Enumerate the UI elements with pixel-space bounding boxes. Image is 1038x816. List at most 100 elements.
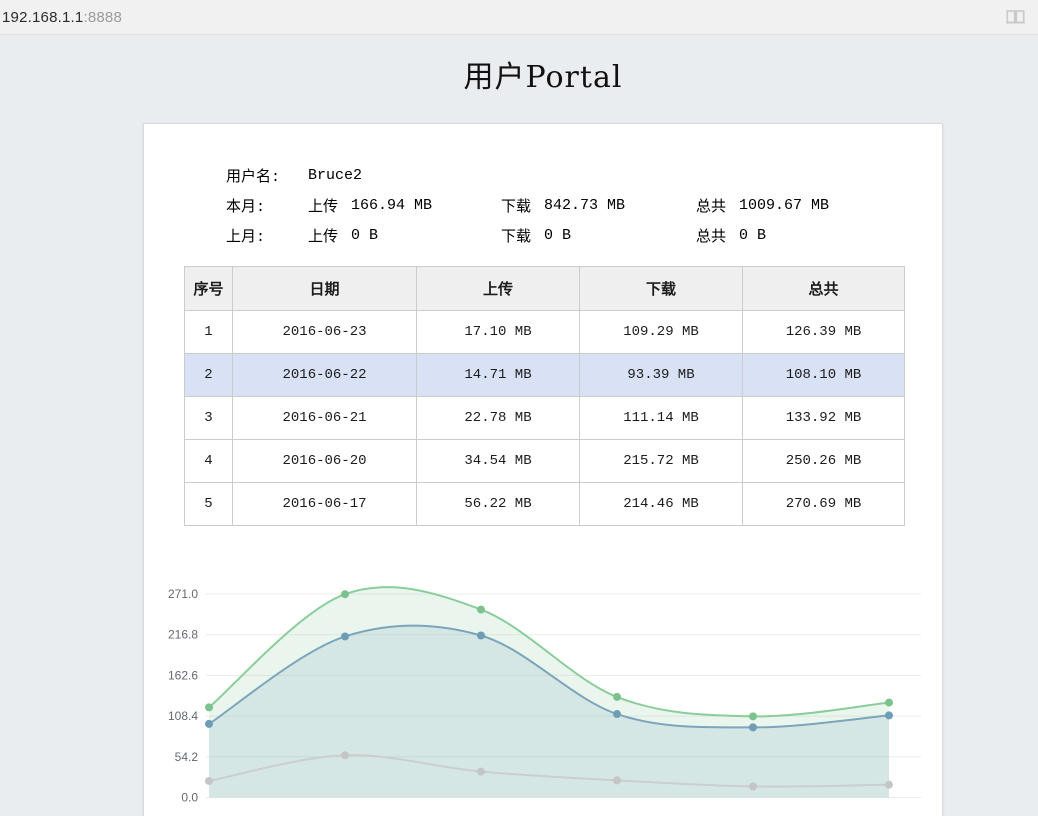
table-cell: 14.71 MB — [416, 353, 580, 397]
page-content: 用户Portal 用户名: Bruce2 本月: 上传 166.94 MB 下载… — [143, 52, 943, 816]
table-cell: 2016-06-20 — [232, 439, 417, 483]
y-axis-tick-label: 0.0 — [181, 791, 198, 805]
username-value: Bruce2 — [308, 166, 363, 184]
total-value: 0 B — [739, 226, 767, 244]
table-cell: 250.26 MB — [742, 439, 905, 483]
upload-label: 上传 — [308, 198, 339, 216]
table-cell: 126.39 MB — [742, 310, 905, 354]
data-point-上传[interactable] — [477, 767, 485, 776]
table-header-row: 序号 日期 上传 下载 总共 — [184, 266, 905, 311]
data-point-下载[interactable] — [749, 723, 757, 732]
table-row[interactable]: 3 2016-06-21 22.78 MB 111.14 MB 133.92 MB — [184, 396, 905, 440]
this-month-total: 总共 1009.67 MB — [696, 195, 829, 216]
data-point-下载[interactable] — [885, 711, 893, 720]
data-point-下载[interactable] — [477, 631, 485, 640]
upload-value: 166.94 MB — [351, 196, 433, 214]
table-cell: 2 — [184, 353, 233, 397]
download-value: 0 B — [544, 226, 572, 244]
series-line-下载 — [208, 624, 890, 729]
url-text[interactable]: 192.168.1.1:8888 — [2, 9, 122, 26]
this-month-download: 下载 842.73 MB — [501, 195, 696, 216]
table-cell: 5 — [184, 482, 233, 526]
data-point-上传[interactable] — [205, 776, 213, 785]
col-header-download: 下载 — [579, 266, 743, 311]
data-point-上传[interactable] — [613, 776, 621, 785]
upload-value: 0 B — [351, 226, 379, 244]
download-label: 下载 — [501, 228, 532, 246]
table-cell: 2016-06-22 — [232, 353, 417, 397]
series-line-总共 — [208, 586, 890, 718]
table-row[interactable]: 1 2016-06-23 17.10 MB 109.29 MB 126.39 MB — [184, 310, 905, 354]
col-header-date: 日期 — [232, 266, 417, 311]
col-header-total: 总共 — [742, 266, 905, 311]
table-cell: 22.78 MB — [416, 396, 580, 440]
data-point-下载[interactable] — [613, 710, 621, 719]
usage-table: 序号 日期 上传 下载 总共 1 2016-06-23 17.10 MB 109.29… — [184, 266, 905, 526]
last-month-upload: 上传 0 B — [308, 225, 501, 246]
total-label: 总共 — [696, 228, 727, 246]
last-month-label: 上月: — [226, 228, 266, 246]
table-cell: 3 — [184, 396, 233, 440]
data-point-下载[interactable] — [205, 719, 213, 728]
data-point-上传[interactable] — [749, 782, 757, 791]
table-cell: 111.14 MB — [579, 396, 743, 440]
account-summary: 用户名: Bruce2 本月: 上传 166.94 MB 下载 842.73 M… — [226, 160, 912, 250]
y-axis-tick-label: 108.4 — [168, 709, 198, 723]
table-cell: 2016-06-21 — [232, 396, 417, 440]
table-cell: 4 — [184, 439, 233, 483]
this-month-label: 本月: — [226, 198, 266, 216]
page-title: 用户Portal — [463, 60, 623, 95]
url-host: 192.168.1.1 — [2, 8, 84, 26]
table-cell: 56.22 MB — [416, 482, 580, 526]
data-point-总共[interactable] — [613, 692, 621, 701]
table-row[interactable]: 4 2016-06-20 34.54 MB 215.72 MB 250.26 MB — [184, 439, 905, 483]
table-cell: 133.92 MB — [742, 396, 905, 440]
url-port: :8888 — [83, 8, 122, 26]
this-month-upload: 上传 166.94 MB — [308, 195, 501, 216]
username-row: 用户名: Bruce2 — [226, 160, 912, 190]
table-cell: 17.10 MB — [416, 310, 580, 354]
col-header-index: 序号 — [184, 266, 233, 311]
table-cell: 108.10 MB — [742, 353, 905, 397]
reading-list-icon[interactable] — [1005, 9, 1026, 26]
series-line-上传 — [208, 754, 890, 788]
username-label: 用户名: — [226, 168, 281, 186]
table-cell: 93.39 MB — [579, 353, 743, 397]
table-row[interactable]: 2 2016-06-22 14.71 MB 93.39 MB 108.10 MB — [184, 353, 905, 397]
data-point-总共[interactable] — [749, 712, 757, 721]
usage-chart[interactable]: 0.0 54.2 108.4 162.6 216.8 271.0 — [144, 576, 942, 816]
total-value: 1009.67 MB — [739, 196, 830, 214]
y-axis-tick-label: 271.0 — [168, 587, 198, 601]
download-value: 842.73 MB — [544, 196, 626, 214]
col-header-upload: 上传 — [416, 266, 580, 311]
table-row[interactable]: 5 2016-06-17 56.22 MB 214.46 MB 270.69 MB — [184, 482, 905, 526]
data-point-总共[interactable] — [341, 590, 349, 599]
y-axis-tick-label: 54.2 — [175, 750, 199, 764]
upload-label: 上传 — [308, 228, 339, 246]
last-month-row: 上月: 上传 0 B 下载 0 B 总共 0 B — [226, 220, 912, 250]
data-point-上传[interactable] — [341, 751, 349, 760]
table-cell: 2016-06-17 — [232, 482, 417, 526]
last-month-download: 下载 0 B — [501, 225, 696, 246]
area-fill-总共 — [209, 587, 889, 798]
total-label: 总共 — [696, 198, 727, 216]
this-month-row: 本月: 上传 166.94 MB 下载 842.73 MB 总共 1009.67… — [226, 190, 912, 220]
table-cell: 109.29 MB — [579, 310, 743, 354]
table-cell: 1 — [184, 310, 233, 354]
area-fill-下载 — [209, 625, 889, 798]
usage-table-body: 1 2016-06-23 17.10 MB 109.29 MB 126.39 MB 2 20… — [184, 310, 905, 526]
y-axis-tick-label: 162.6 — [168, 668, 198, 682]
data-point-总共[interactable] — [205, 703, 213, 712]
last-month-total: 总共 0 B — [696, 225, 766, 246]
y-axis-tick-label: 216.8 — [168, 628, 198, 642]
data-point-总共[interactable] — [477, 605, 485, 614]
table-cell: 270.69 MB — [742, 482, 905, 526]
table-cell: 214.46 MB — [579, 482, 743, 526]
data-point-总共[interactable] — [885, 698, 893, 707]
data-point-上传[interactable] — [885, 780, 893, 789]
table-cell: 34.54 MB — [416, 439, 580, 483]
table-cell: 215.72 MB — [579, 439, 743, 483]
table-cell: 2016-06-23 — [232, 310, 417, 354]
user-stats-card: 用户名: Bruce2 本月: 上传 166.94 MB 下载 842.73 M… — [143, 123, 943, 816]
data-point-下载[interactable] — [341, 632, 349, 641]
